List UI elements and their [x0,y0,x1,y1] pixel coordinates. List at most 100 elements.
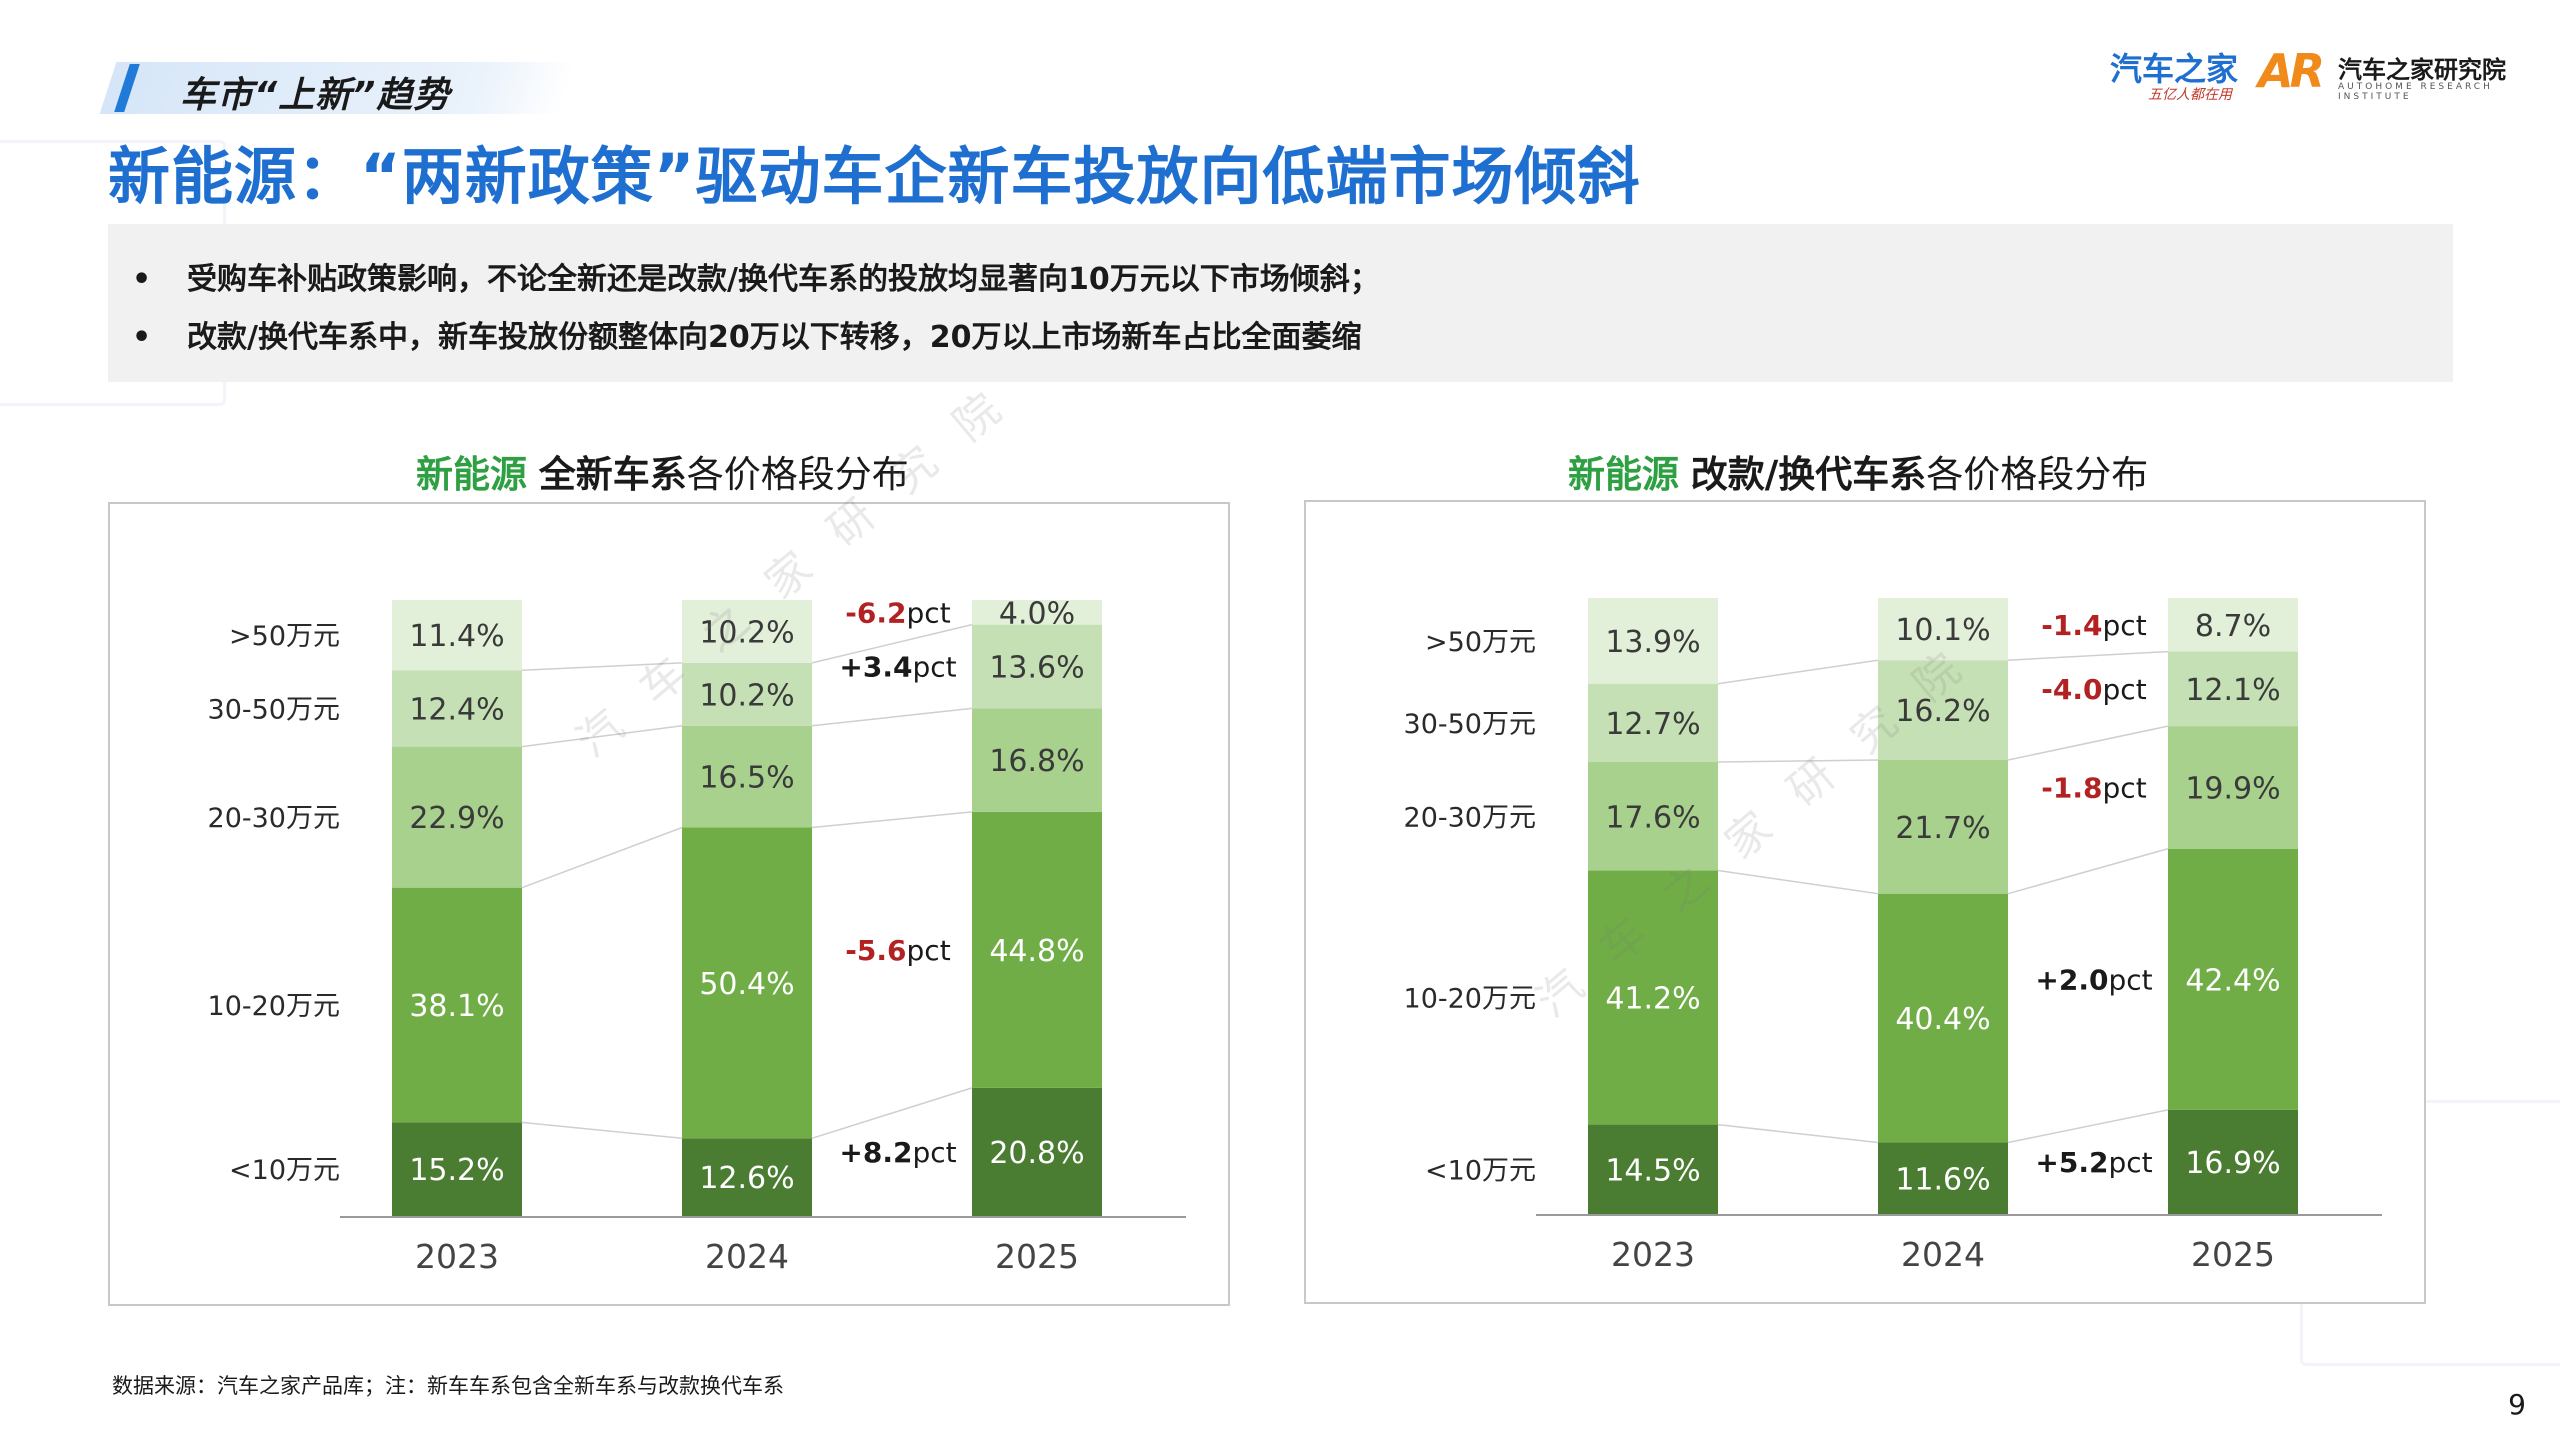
connector-line [1717,1123,1879,1144]
change-value: -6.2 [845,596,906,629]
data-label: 11.6% [1895,1162,1990,1197]
summary-bullet: • 改款/换代车系中，新车投放份额整体向20万以下转移，20万以上市场新车占比全面… [124,312,1361,356]
bar-segment [1588,1124,1718,1214]
data-label: 19.9% [2185,771,2280,806]
research-logo-mark: AR [2258,44,2325,98]
data-source-note: 数据来源：汽车之家产品库；注：新车车系包含全新车系与改款换代车系 [112,1374,784,1398]
change-annotation: -1.8pct [2041,771,2146,804]
bar-segment [2168,726,2298,849]
change-unit: pct [2108,1146,2152,1179]
bar-segment [682,827,812,1139]
change-annotation: -4.0pct [2041,673,2146,706]
data-label: 42.4% [2185,963,2280,998]
bar-segment [2168,1109,2298,1214]
bar-segment [392,670,522,747]
x-tick-label: 2024 [1901,1235,1985,1274]
data-label: 15.2% [409,1153,504,1188]
page-number: 9 [2508,1388,2526,1421]
bar-segment [1878,893,2008,1143]
series-label: 10-20万元 [1404,984,1536,1015]
bar-segment [682,662,812,726]
data-label: 21.7% [1895,811,1990,846]
chart-title-prefix: 新能源 [1568,453,1679,496]
data-label: 10.1% [1895,613,1990,648]
chart-title-new-series: 新能源 全新车系各价格段分布 [416,444,909,498]
bar-segment [972,708,1102,812]
bar-segment [1878,660,2008,761]
chart-frame-facelift-series: 14.5% 41.2% 17.6% 12.7% 13.9% 2023 11.6% 40.4% 2… [1304,500,2426,1304]
bar-segment [1588,762,1718,871]
change-value: +2.0 [2035,963,2108,996]
bullet-dot: • [132,320,152,355]
connector-line [521,1121,683,1140]
bar-segment [972,811,1102,1088]
data-label: 12.1% [2185,673,2280,708]
bar-segment [1588,683,1718,763]
bullet-dot: • [132,262,152,297]
series-label: 20-30万元 [208,803,340,834]
change-annotation: -1.4pct [2041,609,2146,642]
change-unit: pct [2103,673,2147,706]
research-logo-mark-text: AR [2258,44,2325,98]
bar-segment [392,746,522,888]
change-value: -1.8 [2041,771,2102,804]
change-annotation: -5.6pct [845,934,950,967]
data-label: 16.5% [699,761,794,796]
data-label: 16.8% [989,744,1084,779]
connector-line [2007,725,2169,761]
change-unit: pct [907,596,951,629]
series-label: 30-50万元 [208,694,340,725]
connector-line [811,623,973,664]
series-label: 20-30万元 [1404,802,1536,833]
data-label: 12.7% [1605,707,1700,742]
change-value: +8.2 [839,1136,912,1169]
bar-segment [682,600,812,663]
change-unit: pct [2108,963,2152,996]
data-label: 10.2% [699,678,794,713]
change-value: -4.0 [2041,673,2102,706]
bar-segment [682,725,812,828]
bar-segment [392,1122,522,1216]
data-label: 16.9% [2185,1146,2280,1181]
bar-segment [2168,651,2298,727]
autohome-logo: 汽车之家 [2110,50,2239,88]
bar-segment [1588,598,1718,684]
data-label: 50.4% [699,967,794,1002]
change-annotation: +2.0pct [2035,963,2152,996]
chart-title-bold: 全新车系 [538,453,687,496]
chart-title-prefix: 新能源 [416,453,527,496]
autohome-slogan: 五亿人都在用 [2148,87,2232,103]
x-tick-label: 2024 [705,1237,789,1276]
connector-line [521,662,683,671]
stacked-bar-chart-new-series: 15.2% 38.1% 22.9% 12.4% 11.4% 2023 12.6% 50.4% 1… [208,596,1186,1276]
data-label: 10.2% [699,615,794,650]
connector-line [2007,650,2169,661]
bar-segment [1878,598,2008,661]
change-unit: pct [2103,609,2147,642]
series-label: 10-20万元 [208,991,340,1022]
data-label: 22.9% [409,801,504,836]
summary-box: • 受购车补贴政策影响，不论全新还是改款/换代车系的投放均显著向10万元以下市场倾… [108,224,2453,382]
series-label: >50万元 [1425,627,1536,658]
connector-line [811,811,973,829]
x-tick-label: 2025 [995,1237,1079,1276]
bar-segment [1878,760,2008,894]
connector-line [1717,869,1879,895]
page-title: 新能源：“两新政策”驱动车企新车投放向低端市场倾斜 [108,140,1641,213]
bar-segment [972,1087,1102,1216]
change-value: -5.6 [845,934,906,967]
connector-line [1717,759,1879,763]
data-label: 11.4% [409,619,504,654]
bar-segment [2168,598,2298,652]
connector-line [521,725,683,748]
bullet-text: 改款/换代车系中，新车投放份额整体向20万以下转移，20万以上市场新车占比全面萎… [187,320,1362,355]
research-logo-subtext: AUTOHOME RESEARCH INSTITUTE [2338,82,2493,102]
series-label: >50万元 [229,621,340,652]
bar-segment [392,887,522,1123]
change-value: +5.2 [2035,1146,2108,1179]
data-label: 16.2% [1895,694,1990,729]
data-label: 41.2% [1605,982,1700,1017]
logo-group: 汽车之家 五亿人都在用 AR 汽车之家研究院 AUTOHOME RESEARCH… [2110,42,2530,103]
bar-segment [2168,848,2298,1110]
data-label: 12.6% [699,1161,794,1196]
